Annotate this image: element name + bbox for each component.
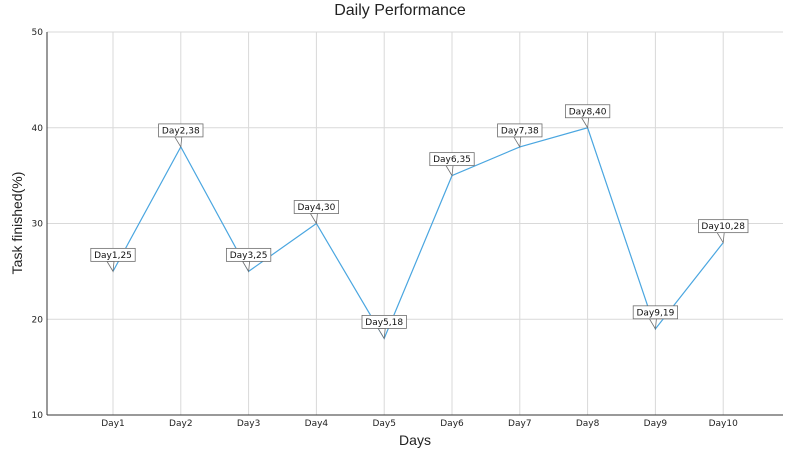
data-labels: Day1,25 Day2,38 Day3,25 Day4,30 Day5,18 Day6,… <box>90 104 749 340</box>
data-label-pointer <box>580 117 590 129</box>
data-label: Day8,40 <box>565 104 611 129</box>
data-label: Day9,19 <box>632 305 679 331</box>
data-label-pointer <box>377 327 386 340</box>
data-label-text: Day1,25 <box>94 251 132 261</box>
data-label-pointer <box>174 136 183 149</box>
data-label-box <box>361 314 407 329</box>
data-label-text: Day10,28 <box>701 222 745 232</box>
data-label-pointer <box>241 260 251 273</box>
x-axis-title: Days <box>399 432 431 448</box>
data-label-box <box>158 123 204 138</box>
data-label: Day3,25 <box>225 247 272 273</box>
data-label-text: Day9,19 <box>636 308 674 318</box>
data-label-text: Day6,35 <box>433 155 471 165</box>
data-label: Day1,25 <box>90 247 136 273</box>
tick-labels: 10 20 30 40 50 Day1 Day2 Day3 Day4 Day5 Day6 Day7 Da… <box>32 28 739 429</box>
chart-title: Daily Performance <box>334 2 466 19</box>
x-tick-label: Day3 <box>237 419 261 429</box>
data-label-box <box>293 200 340 214</box>
data-label-pointer <box>445 165 454 177</box>
series-layer <box>112 127 724 340</box>
x-tick-label: Day5 <box>372 419 396 429</box>
gridlines <box>47 31 783 415</box>
data-label: Day7,38 <box>497 123 543 149</box>
data-label-pointer <box>716 232 725 244</box>
data-label-box <box>90 247 136 262</box>
data-label-box <box>429 152 475 167</box>
axes <box>46 32 783 416</box>
data-label-box <box>632 305 679 320</box>
y-tick-label: 10 <box>32 411 44 421</box>
data-label-text: Day3,25 <box>230 251 268 261</box>
x-tick-label: Day6 <box>440 419 464 429</box>
data-label-box <box>225 247 272 262</box>
y-tick-label: 30 <box>32 220 44 230</box>
data-label: Day5,18 <box>361 314 407 340</box>
data-label-text: Day8,40 <box>569 107 607 117</box>
x-tick-label: Day1 <box>101 419 125 429</box>
data-label-box <box>497 123 543 138</box>
data-label: Day6,35 <box>429 152 475 177</box>
x-tick-label: Day10 <box>709 419 738 429</box>
data-label-pointer <box>648 318 657 331</box>
y-tick-label: 20 <box>32 315 44 325</box>
data-label-box <box>698 219 749 234</box>
data-label: Day10,28 <box>698 219 749 244</box>
x-tick-label: Day2 <box>169 419 193 429</box>
data-label-pointer <box>513 136 522 149</box>
x-tick-label: Day9 <box>644 419 668 429</box>
data-label-text: Day2,38 <box>162 126 200 136</box>
y-tick-label: 40 <box>32 124 44 134</box>
data-label-box <box>565 104 611 119</box>
x-tick-label: Day7 <box>508 419 532 429</box>
data-label: Day4,30 <box>293 200 340 225</box>
data-label-text: Day7,38 <box>501 126 539 136</box>
data-label-pointer <box>309 213 318 225</box>
data-label-text: Day4,30 <box>297 203 335 213</box>
x-tick-label: Day8 <box>576 419 600 429</box>
data-label: Day2,38 <box>158 123 204 149</box>
x-tick-label: Day4 <box>305 419 329 429</box>
series-line <box>112 127 724 340</box>
y-axis-title: Task finished(%) <box>9 172 25 275</box>
y-tick-label: 50 <box>32 28 44 38</box>
data-label-pointer <box>106 260 115 273</box>
data-label-text: Day5,18 <box>365 318 403 328</box>
